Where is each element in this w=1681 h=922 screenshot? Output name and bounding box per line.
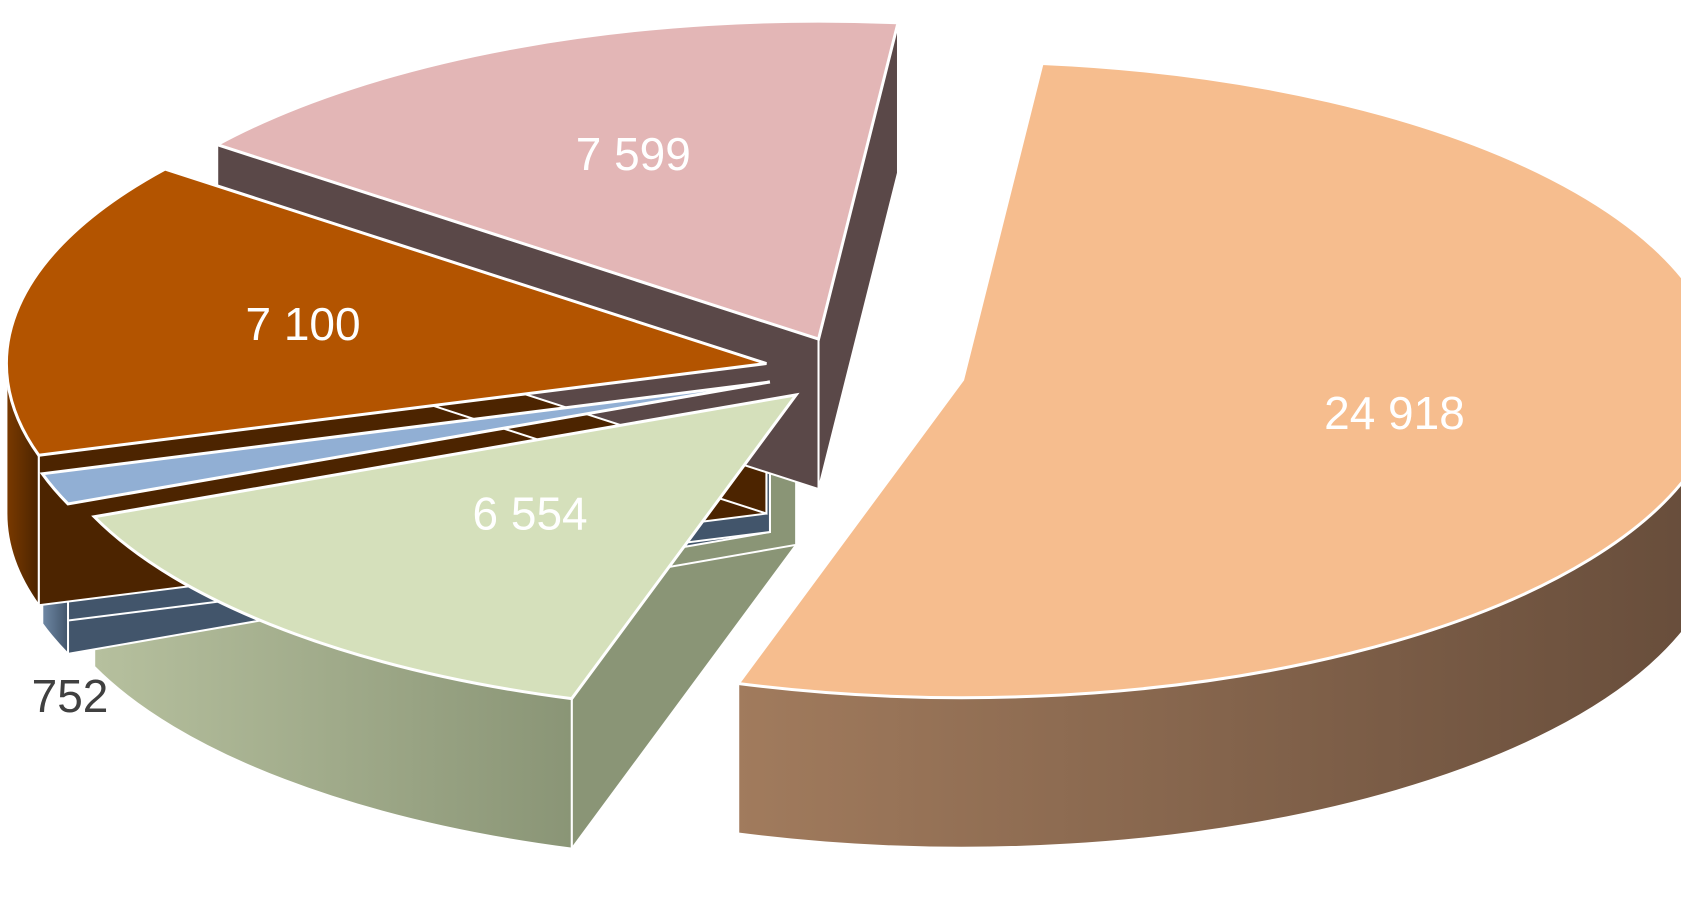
slice-6-554 [91,392,800,701]
data-labels: 24 918 6 554 752 7 100 7 599 [32,128,1465,722]
data-label-7-100: 7 100 [245,298,360,350]
slice-7-599 [213,19,900,342]
slice-24-918 [735,61,1681,700]
slice-752 [39,380,771,506]
data-label-752: 752 [32,670,109,722]
slice-7-100 [4,167,767,457]
slice-tops [4,19,1681,701]
data-label-6-554: 6 554 [473,487,588,539]
data-label-7-599: 7 599 [576,128,691,180]
data-label-24-918: 24 918 [1324,387,1465,439]
